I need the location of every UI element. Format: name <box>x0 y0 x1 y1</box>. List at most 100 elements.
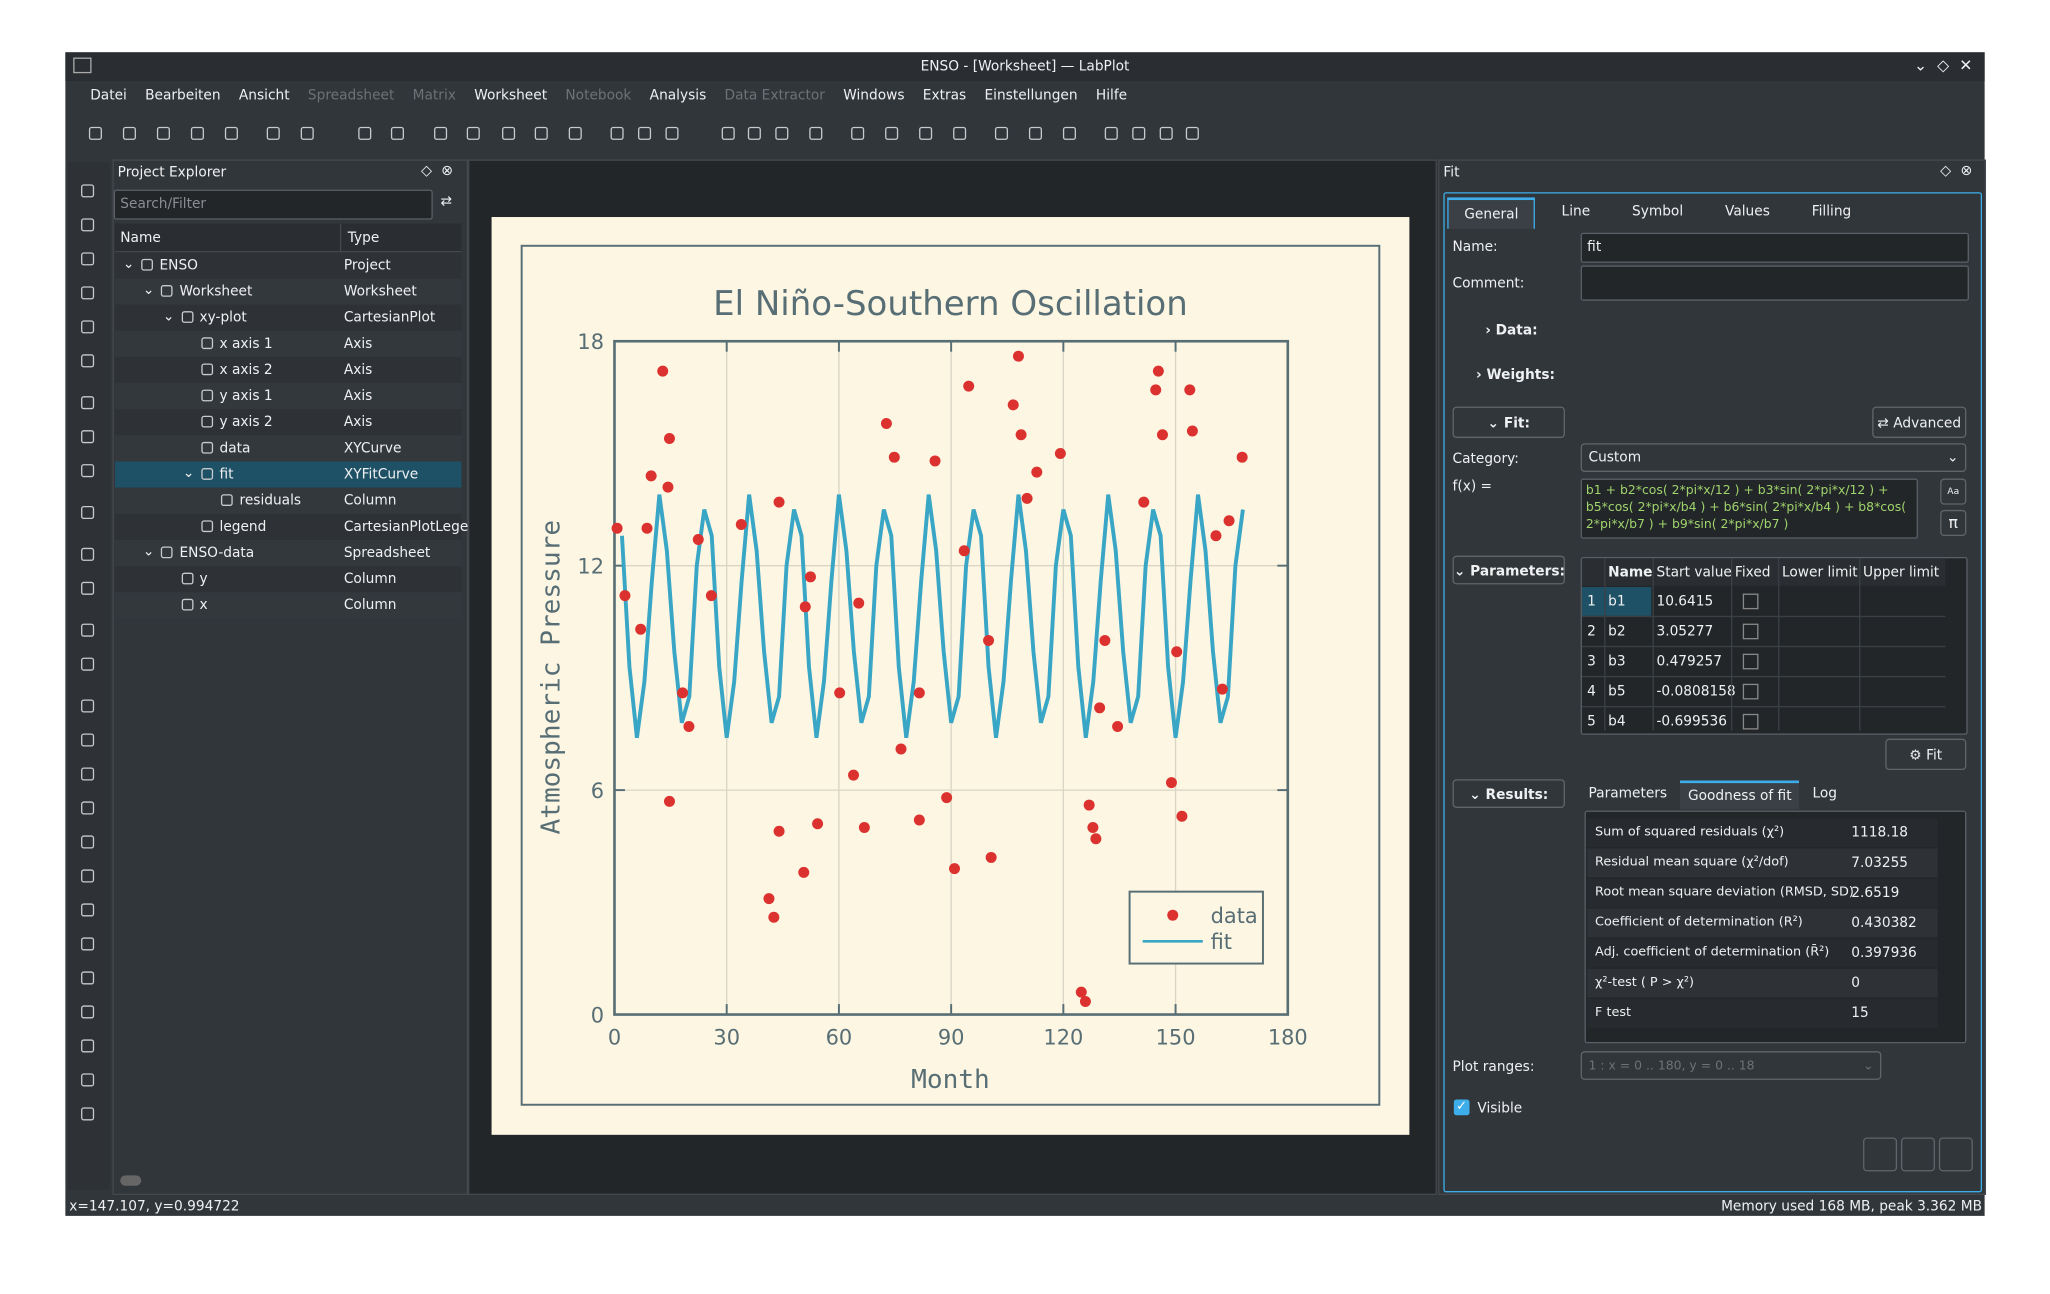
save-default-button[interactable] <box>1938 1137 1973 1172</box>
tool-button[interactable] <box>81 869 95 883</box>
menu-item[interactable]: Hilfe <box>1095 87 1128 104</box>
toolbar-button[interactable] <box>122 126 136 140</box>
tool-button[interactable] <box>81 354 95 368</box>
toolbar-button[interactable] <box>994 126 1009 140</box>
window-buttons[interactable]: ⌄ ◇ ✕ <box>1914 56 1973 75</box>
tree-row[interactable]: data XYCurve <box>115 435 462 462</box>
menu-item[interactable]: Windows <box>843 87 905 104</box>
menu-item[interactable]: Data Extractor <box>724 87 825 104</box>
tool-button[interactable] <box>81 1039 95 1053</box>
comment-input[interactable] <box>1580 265 1969 301</box>
constants-button[interactable]: Aa <box>1940 478 1967 505</box>
tab[interactable]: Values <box>1724 203 1770 220</box>
tool-button[interactable] <box>81 937 95 951</box>
menu-item[interactable]: Analysis <box>649 87 707 104</box>
menu-item[interactable]: Bearbeiten <box>145 87 221 104</box>
tool-button[interactable] <box>81 903 95 917</box>
toolbar-button[interactable] <box>809 126 823 140</box>
category-combo[interactable]: Custom ⌄ <box>1580 443 1967 472</box>
tree-row[interactable]: legend CartesianPlotLegen <box>115 513 477 540</box>
toolbar-button[interactable] <box>610 126 624 140</box>
tree-row[interactable]: ⌄ ENSO-data Spreadsheet <box>115 539 462 567</box>
tree-row[interactable]: y axis 2 Axis <box>115 409 462 436</box>
tab[interactable]: Parameters <box>1588 785 1668 802</box>
tool-button[interactable] <box>81 699 95 713</box>
menu-item[interactable]: Worksheet <box>474 87 548 104</box>
toolbar-button[interactable] <box>1062 126 1076 140</box>
tool-button[interactable] <box>81 252 95 266</box>
toolbar-button[interactable] <box>1159 126 1173 140</box>
weights-section[interactable]: › Weights: <box>1476 367 1555 384</box>
tool-button[interactable] <box>81 547 95 561</box>
tool-button[interactable] <box>81 657 95 671</box>
tool-button[interactable] <box>81 396 95 410</box>
menu-item[interactable]: Datei <box>90 87 127 104</box>
toolbar-button[interactable] <box>1104 126 1118 140</box>
menu-item[interactable]: Einstellungen <box>984 87 1078 104</box>
toolbar-button[interactable] <box>224 126 238 140</box>
toolbar-button[interactable] <box>534 126 548 140</box>
name-input[interactable] <box>1580 232 1969 263</box>
tool-button[interactable] <box>81 835 95 849</box>
toolbar-button[interactable] <box>638 126 652 140</box>
toolbar-button[interactable] <box>568 126 582 140</box>
tree-row[interactable]: x Column <box>115 592 462 619</box>
toolbar-button[interactable] <box>434 126 448 140</box>
panel-buttons[interactable]: ◇ ⊗ <box>420 162 454 180</box>
tool-button[interactable] <box>81 286 95 300</box>
tree-row[interactable]: x axis 1 Axis <box>115 330 462 357</box>
tree-row[interactable]: y axis 1 Axis <box>115 383 462 410</box>
toolbar-button[interactable] <box>851 126 865 140</box>
tool-button[interactable] <box>81 184 95 198</box>
toolbar-button[interactable] <box>1132 126 1146 140</box>
load-button[interactable] <box>1863 1137 1898 1172</box>
visible-checkbox[interactable]: ✓ <box>1453 1099 1470 1116</box>
tool-button[interactable] <box>81 581 95 595</box>
tree-row[interactable]: ⌄ ENSO Project <box>115 252 462 279</box>
toolbar-button[interactable] <box>300 126 314 140</box>
tab[interactable]: General <box>1447 197 1536 229</box>
tool-button[interactable] <box>81 801 95 815</box>
tree-row[interactable]: residuals Column <box>115 487 462 514</box>
results-section[interactable]: ⌄ Results: <box>1452 779 1565 808</box>
toolbar-button[interactable] <box>88 126 102 140</box>
filter-options[interactable]: ⇄ <box>440 193 453 210</box>
data-section[interactable]: › Data: <box>1485 322 1538 339</box>
toolbar-button[interactable] <box>775 126 789 140</box>
menu-item[interactable]: Ansicht <box>238 87 290 104</box>
fixed-checkbox[interactable] <box>1742 683 1759 700</box>
toolbar-button[interactable] <box>502 126 516 140</box>
fixed-checkbox[interactable] <box>1742 713 1759 730</box>
tab[interactable]: Symbol <box>1632 203 1684 220</box>
tool-button[interactable] <box>81 320 95 334</box>
tool-button[interactable] <box>81 733 95 747</box>
tab[interactable]: Line <box>1561 203 1591 220</box>
tab[interactable]: Log <box>1812 785 1838 802</box>
save-button[interactable] <box>1900 1137 1935 1172</box>
menu-item[interactable]: Extras <box>922 87 967 104</box>
tree-row[interactable]: y Column <box>115 566 462 593</box>
advanced-button[interactable]: ⇄ Advanced <box>1872 406 1967 438</box>
toolbar-button[interactable] <box>190 126 204 140</box>
toolbar-button[interactable] <box>358 126 372 140</box>
menu-item[interactable]: Notebook <box>565 87 632 104</box>
tool-button[interactable] <box>81 218 95 232</box>
tree-row[interactable]: x axis 2 Axis <box>115 356 462 384</box>
tab[interactable]: Filling <box>1811 203 1852 220</box>
toolbar-button[interactable] <box>1185 126 1199 140</box>
fixed-checkbox[interactable] <box>1742 623 1759 640</box>
toolbar-button[interactable] <box>1028 126 1042 140</box>
tool-button[interactable] <box>81 464 95 478</box>
fixed-checkbox[interactable] <box>1742 653 1759 670</box>
tool-button[interactable] <box>81 1107 95 1121</box>
tree-row[interactable]: ⌄ xy-plot CartesianPlot <box>115 304 462 331</box>
dock-buttons[interactable]: ◇ ⊗ <box>1940 162 1973 180</box>
tool-button[interactable] <box>81 505 95 520</box>
functions-button[interactable]: π <box>1940 509 1967 537</box>
toolbar-button[interactable] <box>466 126 480 140</box>
tool-button[interactable] <box>81 1005 95 1019</box>
menu-item[interactable]: Spreadsheet <box>307 87 395 104</box>
toolbar-button[interactable] <box>919 126 933 140</box>
tree-row[interactable]: ⌄ Worksheet Worksheet <box>115 278 462 305</box>
tab[interactable]: Goodness of fit <box>1680 780 1800 810</box>
